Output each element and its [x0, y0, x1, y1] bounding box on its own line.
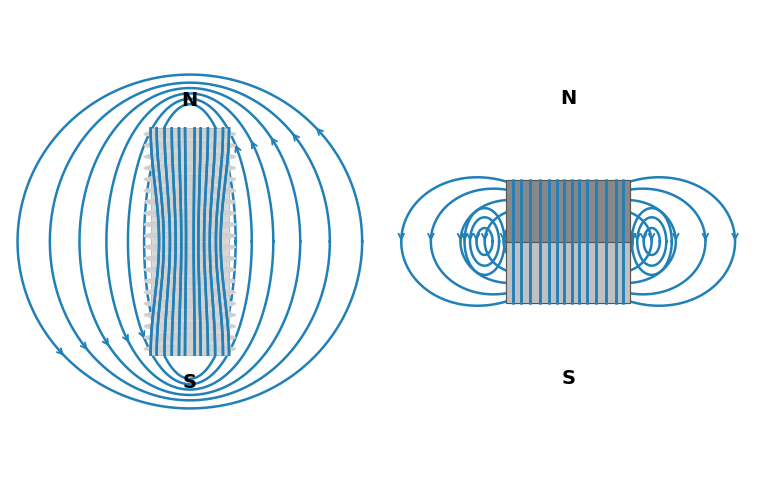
Bar	[506, 180, 630, 242]
Ellipse shape	[144, 299, 236, 308]
Text: N: N	[560, 89, 576, 108]
Ellipse shape	[144, 254, 236, 263]
Ellipse shape	[144, 242, 236, 252]
Ellipse shape	[144, 198, 236, 206]
Ellipse shape	[144, 220, 236, 229]
Ellipse shape	[144, 344, 236, 354]
Ellipse shape	[144, 288, 236, 297]
Ellipse shape	[144, 322, 236, 331]
Ellipse shape	[144, 265, 236, 274]
Ellipse shape	[144, 152, 236, 161]
Bar	[506, 242, 630, 303]
Text: S: S	[561, 369, 575, 388]
Ellipse shape	[144, 333, 236, 342]
Bar	[506, 242, 630, 303]
Ellipse shape	[144, 186, 236, 195]
Ellipse shape	[144, 277, 236, 285]
Ellipse shape	[144, 209, 236, 218]
Ellipse shape	[144, 311, 236, 320]
Ellipse shape	[144, 175, 236, 184]
Text: S: S	[183, 373, 197, 392]
Text: N: N	[182, 91, 198, 110]
Bar	[506, 180, 630, 242]
Ellipse shape	[144, 231, 236, 241]
Bar	[151, 128, 229, 355]
Ellipse shape	[144, 163, 236, 172]
Ellipse shape	[144, 129, 236, 139]
Ellipse shape	[144, 141, 236, 150]
